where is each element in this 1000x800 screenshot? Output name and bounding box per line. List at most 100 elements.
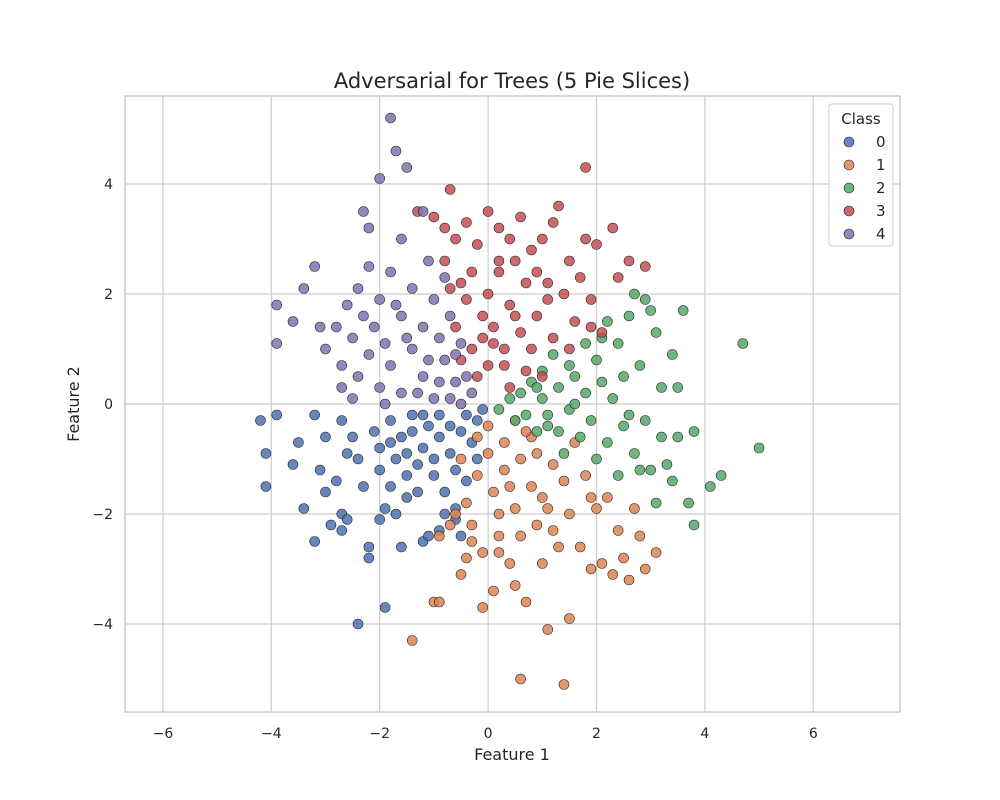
data-point-class-1 xyxy=(461,552,472,564)
data-point-class-0 xyxy=(385,415,396,426)
data-point-class-3 xyxy=(488,338,499,349)
data-point-class-0 xyxy=(412,486,423,498)
data-point-class-4 xyxy=(358,206,369,217)
data-point-class-2 xyxy=(753,442,765,454)
data-point-class-3 xyxy=(499,343,510,355)
data-point-class-2 xyxy=(569,398,581,410)
data-point-class-2 xyxy=(629,288,640,300)
data-point-class-3 xyxy=(580,162,591,173)
data-point-class-2 xyxy=(667,475,678,487)
y-axis-label: Feature 2 xyxy=(64,366,83,442)
legend-label-2: 2 xyxy=(876,179,886,197)
data-point-class-3 xyxy=(547,217,559,228)
data-point-class-4 xyxy=(444,310,456,322)
data-point-class-4 xyxy=(271,338,283,349)
data-point-class-1 xyxy=(585,492,597,503)
data-point-class-1 xyxy=(493,547,505,558)
data-point-class-1 xyxy=(488,585,499,597)
data-point-class-1 xyxy=(406,635,418,646)
data-point-class-0 xyxy=(379,503,391,514)
data-point-class-2 xyxy=(705,481,716,492)
data-point-class-3 xyxy=(542,294,554,305)
data-point-class-1 xyxy=(531,448,543,459)
data-point-class-1 xyxy=(499,464,510,476)
data-point-class-0 xyxy=(444,448,456,459)
data-point-class-1 xyxy=(602,492,613,503)
data-point-class-0 xyxy=(423,530,434,542)
data-point-class-1 xyxy=(493,508,505,520)
chart-title: Adversarial for Trees (5 Pie Slices) xyxy=(334,69,690,93)
data-point-class-4 xyxy=(363,349,375,360)
data-point-class-2 xyxy=(553,426,564,437)
data-point-class-0 xyxy=(434,409,445,421)
data-point-class-1 xyxy=(482,420,494,432)
data-point-class-3 xyxy=(542,277,554,289)
legend: Class 0 1 2 3 4 xyxy=(828,103,894,247)
data-point-class-1 xyxy=(477,547,488,558)
data-point-class-4 xyxy=(341,299,353,311)
data-point-class-2 xyxy=(656,431,667,443)
data-point-class-1 xyxy=(531,519,543,531)
data-point-class-4 xyxy=(396,387,407,399)
data-point-class-4 xyxy=(417,206,429,217)
data-point-class-4 xyxy=(423,255,434,267)
data-point-class-3 xyxy=(526,343,537,355)
data-point-class-0 xyxy=(336,415,348,426)
data-point-class-1 xyxy=(499,437,510,448)
data-point-class-4 xyxy=(439,354,451,366)
data-point-class-1 xyxy=(450,508,461,520)
data-point-class-2 xyxy=(515,387,526,399)
data-point-class-0 xyxy=(390,453,402,465)
legend-items: 0 1 2 3 4 xyxy=(843,133,886,243)
data-point-class-2 xyxy=(715,470,727,481)
data-point-class-3 xyxy=(585,321,597,333)
data-point-class-2 xyxy=(650,327,662,338)
data-point-class-2 xyxy=(688,519,700,531)
data-point-class-0 xyxy=(401,492,413,503)
data-point-class-4 xyxy=(434,332,445,344)
data-point-class-0 xyxy=(439,508,451,520)
data-point-class-3 xyxy=(444,283,456,294)
data-point-class-0 xyxy=(341,448,353,459)
data-point-class-4 xyxy=(369,321,380,333)
data-point-class-4 xyxy=(428,294,440,305)
data-point-class-2 xyxy=(537,393,548,404)
data-point-class-2 xyxy=(602,316,613,327)
data-point-class-3 xyxy=(477,310,488,322)
data-point-class-1 xyxy=(547,459,559,470)
data-point-class-3 xyxy=(493,255,505,267)
data-point-class-0 xyxy=(477,404,488,415)
data-point-class-0 xyxy=(471,453,483,465)
data-point-class-1 xyxy=(542,503,554,514)
data-point-class-2 xyxy=(580,338,591,349)
data-point-class-0 xyxy=(314,464,326,476)
x-tick-label: 4 xyxy=(700,726,709,742)
data-point-class-3 xyxy=(444,184,456,195)
data-point-class-3 xyxy=(471,371,483,382)
data-point-class-3 xyxy=(466,343,478,355)
data-point-class-4 xyxy=(347,393,358,404)
data-point-class-2 xyxy=(542,409,554,421)
data-point-class-3 xyxy=(623,255,635,267)
y-tick-label: 4 xyxy=(104,177,113,193)
data-point-class-3 xyxy=(531,310,543,322)
data-point-class-3 xyxy=(461,217,472,228)
data-point-class-4 xyxy=(379,398,391,410)
data-point-class-4 xyxy=(374,294,386,305)
data-point-class-2 xyxy=(634,464,646,476)
data-point-class-1 xyxy=(553,541,564,553)
data-point-class-1 xyxy=(639,563,651,575)
legend-label-0: 0 xyxy=(876,133,886,151)
data-point-class-3 xyxy=(531,266,543,278)
data-point-class-3 xyxy=(455,277,467,289)
data-point-class-1 xyxy=(537,492,548,503)
data-point-class-2 xyxy=(607,393,619,404)
data-point-class-3 xyxy=(515,327,526,338)
x-tick-label: 0 xyxy=(484,726,493,742)
data-point-class-0 xyxy=(363,552,375,564)
data-point-class-3 xyxy=(547,332,559,344)
data-point-class-0 xyxy=(298,503,310,514)
data-point-class-0 xyxy=(406,426,418,437)
data-point-class-3 xyxy=(482,206,494,217)
data-point-class-0 xyxy=(293,437,304,448)
